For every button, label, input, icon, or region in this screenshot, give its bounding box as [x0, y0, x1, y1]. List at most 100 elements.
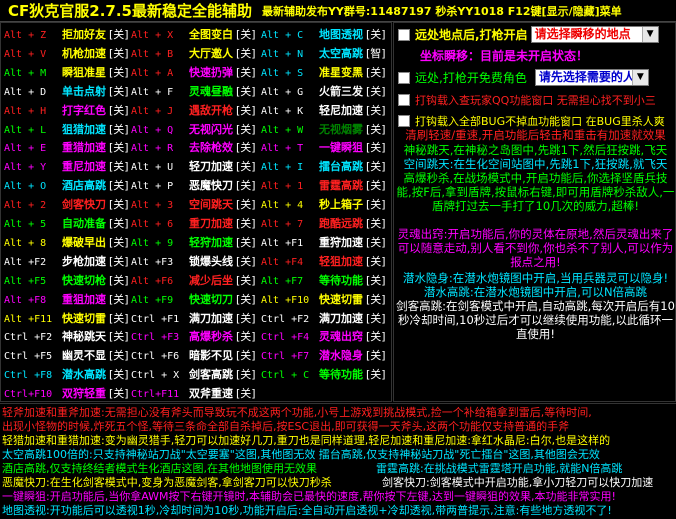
hotkey-item[interactable]: Alt + C 地图透视 [关] — [261, 26, 386, 43]
hotkey-item[interactable]: Ctrl +F2 满刀加速 [关] — [261, 310, 386, 327]
hotkey-state: [智] — [366, 46, 386, 60]
hotkey-state: [关] — [236, 65, 256, 79]
hotkey-item[interactable]: Alt + Z 拒加好友 [关] — [4, 26, 129, 43]
hotkey-item[interactable]: Alt +F10 快速切雷 [关] — [261, 291, 386, 308]
hotkey-state: [关] — [366, 65, 386, 79]
hotkey-item[interactable]: Alt +F1 重狩加速 [关] — [261, 234, 386, 251]
hotkey-item[interactable]: Ctrl + X 剑客高跳 [关] — [131, 366, 256, 383]
hotkey-item[interactable]: Ctrl+F10 双狩轻重 [关] — [4, 385, 129, 402]
hotkey-item[interactable]: Ctrl +F2 神秘跳天 [关] — [4, 328, 129, 345]
hotkey-item[interactable]: Alt + 7 跑酷远跳 [关] — [261, 215, 386, 232]
hotkey-key: Ctrl +F3 — [131, 332, 180, 344]
hotkey-state: [关] — [366, 122, 386, 136]
hotkey-label: 快速扔弹 — [189, 65, 233, 79]
qq-window-checkbox[interactable] — [398, 94, 410, 106]
hotkey-label: 拒加好友 — [62, 28, 106, 41]
hotkey-item[interactable]: Alt + W 无视烟雾 [关] — [261, 121, 386, 138]
hotkey-item[interactable]: Alt + M 瞬狙准星 [关] — [4, 64, 129, 81]
hotkey-item[interactable]: Alt + X 全图变白 [关] — [131, 26, 256, 43]
hotkey-item[interactable]: Alt + K 轻尼加速 [关] — [261, 102, 386, 119]
hotkey-item[interactable]: Alt + J 遇敌开枪 [关] — [131, 102, 256, 119]
hotkey-item[interactable]: Ctrl + C 等待功能 [关] — [261, 366, 386, 383]
hotkey-label: 幽灵不显 — [62, 349, 106, 363]
hotkey-item[interactable]: Alt + 8 爆破早出 [关] — [4, 234, 129, 251]
hotkey-item[interactable]: Alt + 6 重刀加速 [关] — [131, 215, 256, 232]
hotkey-state: [关] — [236, 122, 256, 136]
hotkey-item[interactable]: Alt + G 火箭三发 [关] — [261, 83, 386, 100]
hotkey-item[interactable]: Alt + V 机枪加速 [关] — [4, 45, 129, 62]
hotkey-item[interactable]: Ctrl +F3 高爆秒杀 [关] — [131, 328, 256, 345]
hotkey-item[interactable]: Alt + B 大厅邀人 [关] — [131, 45, 256, 62]
chevron-down-icon[interactable]: ▼ — [641, 27, 658, 42]
bug-window-checkbox[interactable] — [398, 115, 410, 127]
character-select[interactable]: 请先选择需要的人物 ▼ — [534, 69, 649, 86]
hotkey-item[interactable]: Alt +F3 锁爆头线 [关] — [131, 253, 256, 270]
hotkey-item[interactable]: Alt + A 快速扔弹 [关] — [131, 64, 256, 81]
hotkey-item[interactable]: Alt + E 重猎加速 [关] — [4, 139, 129, 156]
hotkey-item[interactable]: Alt + L 狙猎加速 [关] — [4, 121, 129, 138]
app-subtitle: 最新辅助发布YY群号:11487197 秒杀YY1018 F12键[显示/隐藏]… — [261, 4, 622, 18]
hotkey-key: Alt +F9 — [131, 294, 174, 306]
hotkey-item[interactable]: Alt + T 一键瞬狙 [关] — [261, 139, 386, 156]
app-title: CF狄克官服2.7.5最新稳定全能辅助 — [8, 2, 252, 20]
hotkey-item[interactable]: Alt + R 去除枪效 [关] — [131, 139, 256, 156]
hotkey-item[interactable]: Alt + D 单击点射 [关] — [4, 83, 129, 100]
hotkey-item[interactable]: Ctrl +F1 满刀加速 [关] — [131, 310, 256, 327]
hotkey-item[interactable]: Alt + 5 自动准备 [关] — [4, 215, 129, 232]
teleport-checkbox[interactable] — [398, 28, 410, 41]
hotkey-item[interactable]: Alt + S 准星变黑 [关] — [261, 64, 386, 81]
hotkey-key: Alt + O — [4, 181, 47, 193]
hotkey-state: [关] — [366, 368, 386, 382]
help-line-8: 地图透视:开功能后可以透视1秒,冷却时间为10秒,功能开启后:全自动开启透视+冷… — [2, 504, 612, 517]
hotkey-label: 快速切雷 — [319, 292, 363, 306]
hotkey-item[interactable]: Alt + 2 剑客快刀 [关] — [4, 196, 129, 213]
teleport-location-select[interactable]: 请选择瞬移的地点 ▼ — [530, 26, 659, 43]
hotkey-item[interactable]: Alt + U 轻刀加速 [关] — [131, 158, 256, 175]
hotkey-item[interactable]: Alt +F6 减少后坐 [关] — [131, 272, 256, 289]
info-text-4: 高爆秒杀,在战场模式中,开启功能后,你选择坚盾兵技能,按F后,拿到盾牌,按鼠标右… — [396, 171, 675, 213]
hotkey-label: 全图变白 — [189, 28, 233, 41]
hotkey-state: [关] — [366, 28, 386, 41]
hotkey-item[interactable]: Alt + N 太空高跳 [智] — [261, 45, 386, 62]
hotkey-item[interactable]: Alt + 4 秒上箱子 [关] — [261, 196, 386, 213]
hotkey-item[interactable]: Alt + Y 重尼加速 [关] — [4, 158, 129, 175]
hotkey-item[interactable]: Alt +F5 快速切枪 [关] — [4, 272, 129, 289]
teleport-select-value: 请选择瞬移的地点 — [534, 27, 631, 41]
hotkey-item[interactable]: Ctrl +F7 潜水隐身 [关] — [261, 347, 386, 364]
info-text-8: 剑客高跳:在剑客模式中开启,自动高跳,每次开启后有10秒冷却时间,10秒过后才可… — [396, 299, 675, 341]
hotkey-item[interactable]: Alt + Q 无视闪光 [关] — [131, 121, 256, 138]
hotkey-item[interactable]: Ctrl+F11 双斧重速 [关] — [131, 385, 256, 402]
hotkey-item[interactable]: Alt +F9 快速切刀 [关] — [131, 291, 256, 308]
hotkey-key: Ctrl +F2 — [261, 313, 310, 325]
hotkey-item[interactable]: Ctrl +F8 潜水高跳 [关] — [4, 366, 129, 383]
hotkey-item[interactable]: Alt + I 擂台高跳 [关] — [261, 158, 386, 175]
hotkey-item[interactable]: Alt +F8 重狙加速 [关] — [4, 291, 129, 308]
hotkey-key: Alt +F3 — [131, 256, 174, 268]
hotkey-item[interactable]: Alt + F 灵魂昼融 [关] — [131, 83, 256, 100]
free-character-checkbox[interactable] — [398, 71, 410, 84]
hotkey-item[interactable]: Alt +F4 轻狙加速 [关] — [261, 253, 386, 270]
hotkey-item[interactable]: Alt + 9 轻狩加速 [关] — [131, 234, 256, 251]
hotkey-item[interactable]: Ctrl +F6 暗影不见 [关] — [131, 347, 256, 364]
hotkey-item[interactable]: Alt +F7 等待功能 [关] — [261, 272, 386, 289]
help-line-6-right: 剑客快刀:剑客模式中开启功能,拿小刀轻刀可以快刀加速 — [382, 476, 654, 489]
hotkey-state: [关] — [236, 103, 256, 117]
hotkey-key: Alt + 2 — [4, 200, 47, 212]
hotkey-state: [关] — [236, 330, 256, 344]
chevron-down-icon[interactable]: ▼ — [631, 70, 648, 85]
hotkey-item[interactable]: Alt + H 打字红色 [关] — [4, 102, 129, 119]
help-line-5-left: 酒店高跳,仅支持终结者模式生化酒店这图,在其他地图使用无效果 — [2, 462, 317, 475]
hotkey-item[interactable]: Ctrl +F4 灵魂出窍 [关] — [261, 328, 386, 345]
hotkey-state: [关] — [236, 235, 256, 249]
hotkey-key: Ctrl +F7 — [261, 351, 310, 363]
hotkey-item[interactable]: Alt +F2 步枪加速 [关] — [4, 253, 129, 270]
hotkey-item[interactable]: Alt + O 酒店高跳 [关] — [4, 177, 129, 194]
hotkey-key: Alt +F10 — [261, 294, 310, 306]
hotkey-item[interactable]: Alt + 3 空间跳天 [关] — [131, 196, 256, 213]
hotkey-item[interactable]: Alt + 1 雷霆高跳 [关] — [261, 177, 386, 194]
hotkey-state: [关] — [236, 349, 256, 363]
hotkey-label: 遇敌开枪 — [189, 103, 233, 117]
hotkey-item[interactable]: Alt +F11 快速切雷 [关] — [4, 310, 129, 327]
hotkey-item[interactable]: Ctrl +F5 幽灵不显 [关] — [4, 347, 129, 364]
hotkey-item[interactable]: Alt + P 恶魔快刀 [关] — [131, 177, 256, 194]
